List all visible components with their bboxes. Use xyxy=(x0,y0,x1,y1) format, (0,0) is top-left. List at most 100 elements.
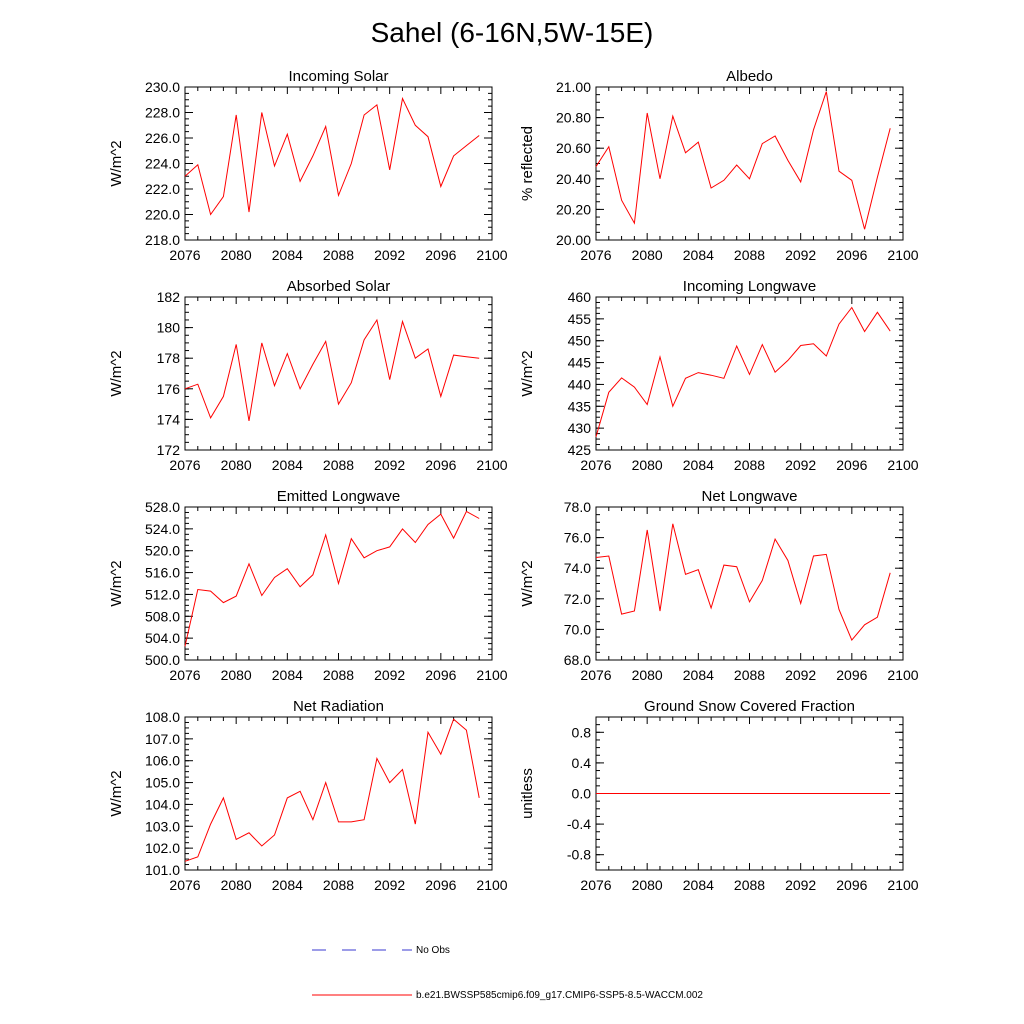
y-tick-label: 528.0 xyxy=(145,499,180,515)
x-tick-label: 2076 xyxy=(580,877,611,893)
y-tick-label: 435 xyxy=(568,398,592,414)
y-tick-label: 440 xyxy=(568,376,592,392)
panels: Incoming Solar W/m^2 2076 2080 2084 2088 2092 2… xyxy=(108,68,919,893)
x-tick-label: 2092 xyxy=(785,457,816,473)
chart-panel-8: Ground Snow Covered Fraction unitless 2076… xyxy=(519,698,919,893)
legend: No Obs b.e21.BWSSP585cmip6.f09_g17.CMIP6… xyxy=(312,945,703,1001)
x-tick-label: 2100 xyxy=(476,877,507,893)
x-tick-label: 2096 xyxy=(425,667,456,683)
y-tick-label: 70.0 xyxy=(564,621,591,637)
y-tick-label: 108.0 xyxy=(145,709,180,725)
x-tick-label: 2100 xyxy=(887,247,918,263)
y-tick-label: 103.0 xyxy=(145,818,180,834)
x-tick-label: 2088 xyxy=(734,667,765,683)
plot-frame xyxy=(184,86,493,241)
x-tick-label: 2088 xyxy=(323,247,354,263)
x-tick-label: 2088 xyxy=(734,877,765,893)
x-tick-label: 2088 xyxy=(734,247,765,263)
x-tick-label: 2088 xyxy=(734,457,765,473)
y-tick-label: 78.0 xyxy=(564,499,591,515)
plot-frame xyxy=(595,506,904,661)
x-tick-label: 2096 xyxy=(425,457,456,473)
x-tick-label: 2092 xyxy=(785,247,816,263)
y-tick-label: 455 xyxy=(568,311,592,327)
x-tick-label: 2088 xyxy=(323,667,354,683)
x-tick-label: 2080 xyxy=(632,457,663,473)
y-axis-label: W/m^2 xyxy=(108,350,125,396)
y-tick-label: 230.0 xyxy=(145,79,180,95)
y-tick-label: 226.0 xyxy=(145,130,180,146)
x-tick-label: 2088 xyxy=(323,877,354,893)
y-tick-label: 0.4 xyxy=(572,755,592,771)
x-tick-label: 2076 xyxy=(169,667,200,683)
x-tick-label: 2084 xyxy=(683,877,714,893)
y-tick-label: 20.80 xyxy=(556,110,591,126)
x-tick-label: 2076 xyxy=(169,877,200,893)
panel-title: Incoming Longwave xyxy=(683,278,816,295)
chart-panel-6: Net Longwave W/m^2 2076 2080 2084 2088 2092 209… xyxy=(519,488,919,683)
y-tick-label: 21.00 xyxy=(556,79,591,95)
chart-panel-1: Incoming Solar W/m^2 2076 2080 2084 2088 2092 2… xyxy=(108,68,508,263)
y-tick-label: 176 xyxy=(157,381,181,397)
series-line xyxy=(184,510,480,647)
y-tick-label: 524.0 xyxy=(145,521,180,537)
x-tick-label: 2076 xyxy=(169,247,200,263)
chart-panel-2: Albedo % reflected 2076 2080 2084 2088 2092 209… xyxy=(519,68,919,263)
series-line xyxy=(595,91,891,230)
x-tick-label: 2080 xyxy=(632,667,663,683)
x-tick-label: 2100 xyxy=(476,457,507,473)
y-tick-label: 180 xyxy=(157,320,181,336)
panel-title: Incoming Solar xyxy=(288,68,388,85)
x-tick-label: 2100 xyxy=(476,247,507,263)
y-tick-label: 222.0 xyxy=(145,181,180,197)
y-axis-label: W/m^2 xyxy=(519,560,536,606)
y-tick-label: 102.0 xyxy=(145,840,180,856)
x-tick-label: 2096 xyxy=(425,877,456,893)
y-tick-label: 500.0 xyxy=(145,652,180,668)
x-tick-label: 2076 xyxy=(580,247,611,263)
panel-title: Net Longwave xyxy=(702,488,798,505)
x-tick-label: 2080 xyxy=(221,667,252,683)
y-tick-label: 504.0 xyxy=(145,630,180,646)
x-tick-label: 2080 xyxy=(221,877,252,893)
series-line xyxy=(184,718,480,862)
y-tick-label: 520.0 xyxy=(145,543,180,559)
y-axis-label: W/m^2 xyxy=(108,140,125,186)
series-line xyxy=(595,306,891,438)
y-axis-label: W/m^2 xyxy=(108,770,125,816)
y-tick-label: -0.4 xyxy=(567,816,591,832)
x-tick-label: 2100 xyxy=(887,667,918,683)
panel-title: Albedo xyxy=(726,68,773,85)
x-tick-label: 2092 xyxy=(374,247,405,263)
x-tick-label: 2080 xyxy=(632,877,663,893)
x-tick-label: 2080 xyxy=(221,247,252,263)
y-tick-label: 182 xyxy=(157,289,181,305)
y-tick-label: 174 xyxy=(157,411,181,427)
y-tick-label: 106.0 xyxy=(145,753,180,769)
chart-panel-7: Net Radiation W/m^2 2076 2080 2084 2088 2092 20… xyxy=(108,698,508,893)
x-tick-label: 2096 xyxy=(425,247,456,263)
y-tick-label: 220.0 xyxy=(145,207,180,223)
y-tick-label: 20.40 xyxy=(556,171,591,187)
x-tick-label: 2084 xyxy=(272,667,303,683)
chart-panel-5: Emitted Longwave W/m^2 2076 2080 2084 2088 209… xyxy=(108,488,508,683)
x-tick-label: 2076 xyxy=(580,457,611,473)
y-tick-label: 445 xyxy=(568,355,592,371)
x-tick-label: 2096 xyxy=(836,247,867,263)
x-tick-label: 2096 xyxy=(836,667,867,683)
y-tick-label: 0.0 xyxy=(572,786,592,802)
legend-model-label: b.e21.BWSSP585cmip6.f09_g17.CMIP6-SSP5-8… xyxy=(416,990,703,1001)
x-tick-label: 2092 xyxy=(374,667,405,683)
x-tick-label: 2092 xyxy=(785,667,816,683)
y-tick-label: 101.0 xyxy=(145,862,180,878)
chart-panel-3: Absorbed Solar W/m^2 2076 2080 2084 2088 2092 2… xyxy=(108,278,508,473)
series-line xyxy=(184,96,480,216)
y-tick-label: 508.0 xyxy=(145,608,180,624)
y-tick-label: 20.20 xyxy=(556,201,591,217)
y-tick-label: 516.0 xyxy=(145,565,180,581)
panel-title: Absorbed Solar xyxy=(287,278,390,295)
y-tick-label: 172 xyxy=(157,442,181,458)
x-tick-label: 2076 xyxy=(580,667,611,683)
panel-title: Emitted Longwave xyxy=(277,488,400,505)
x-tick-label: 2084 xyxy=(272,247,303,263)
